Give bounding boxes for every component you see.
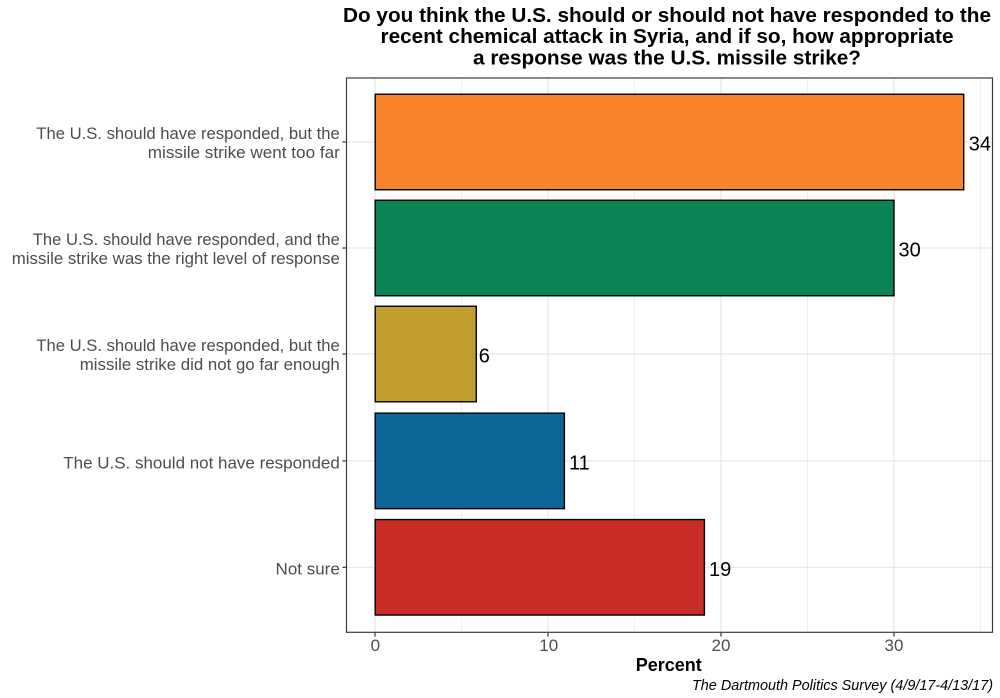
svg-text:6: 6 [479, 346, 490, 368]
svg-text:34: 34 [969, 134, 991, 156]
svg-text:Percent: Percent [636, 655, 702, 675]
svg-text:0: 0 [371, 636, 380, 655]
svg-text:The U.S. should have responded: The U.S. should have responded, and the [33, 230, 340, 249]
svg-text:missile strike was the right l: missile strike was the right level of re… [12, 249, 340, 268]
svg-text:10: 10 [539, 636, 558, 655]
svg-text:recent chemical attack in Syri: recent chemical attack in Syria, and if … [381, 25, 954, 48]
svg-text:The U.S. should have responded: The U.S. should have responded, but the [36, 124, 340, 143]
svg-text:30: 30 [885, 636, 904, 655]
svg-text:The U.S. should not have respo: The U.S. should not have responded [63, 453, 340, 472]
svg-text:19: 19 [709, 559, 731, 581]
svg-text:11: 11 [569, 453, 590, 475]
svg-text:The U.S. should have responded: The U.S. should have responded, but the [36, 336, 340, 355]
svg-text:Not sure: Not sure [276, 560, 340, 579]
svg-text:30: 30 [899, 240, 921, 262]
svg-text:Do you think the U.S. should o: Do you think the U.S. should or should n… [343, 4, 991, 27]
svg-text:a response was the U.S. missil: a response was the U.S. missile strike? [473, 47, 861, 70]
svg-text:The Dartmouth Politics Survey: The Dartmouth Politics Survey (4/9/17-4/… [692, 678, 993, 694]
svg-text:20: 20 [712, 636, 731, 655]
svg-text:missile strike did not go far: missile strike did not go far enough [80, 355, 340, 374]
svg-text:missile strike went too far: missile strike went too far [148, 143, 340, 162]
